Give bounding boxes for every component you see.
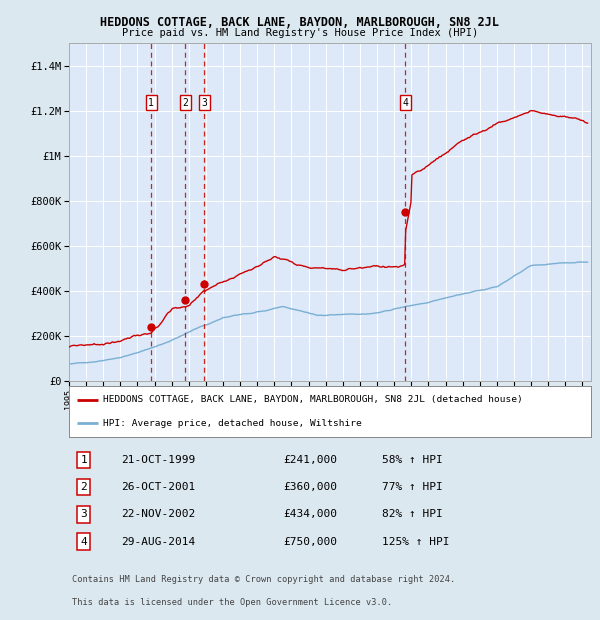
Text: 2: 2 [80,482,87,492]
Text: 2: 2 [182,97,188,107]
Text: £360,000: £360,000 [283,482,337,492]
Text: £750,000: £750,000 [283,536,337,547]
Text: 3: 3 [80,510,87,520]
Text: 21-OCT-1999: 21-OCT-1999 [121,455,196,465]
Text: 77% ↑ HPI: 77% ↑ HPI [382,482,443,492]
Text: 125% ↑ HPI: 125% ↑ HPI [382,536,450,547]
Text: 4: 4 [80,536,87,547]
Text: Contains HM Land Registry data © Crown copyright and database right 2024.: Contains HM Land Registry data © Crown c… [71,575,455,584]
Text: HPI: Average price, detached house, Wiltshire: HPI: Average price, detached house, Wilt… [103,419,362,428]
Text: 1: 1 [80,455,87,465]
Text: 4: 4 [403,97,409,107]
Text: 1: 1 [148,97,154,107]
Text: Price paid vs. HM Land Registry's House Price Index (HPI): Price paid vs. HM Land Registry's House … [122,28,478,38]
Text: £434,000: £434,000 [283,510,337,520]
Text: HEDDONS COTTAGE, BACK LANE, BAYDON, MARLBOROUGH, SN8 2JL (detached house): HEDDONS COTTAGE, BACK LANE, BAYDON, MARL… [103,396,523,404]
Text: HEDDONS COTTAGE, BACK LANE, BAYDON, MARLBOROUGH, SN8 2JL: HEDDONS COTTAGE, BACK LANE, BAYDON, MARL… [101,16,499,29]
Text: This data is licensed under the Open Government Licence v3.0.: This data is licensed under the Open Gov… [71,598,392,607]
Text: £241,000: £241,000 [283,455,337,465]
Text: 29-AUG-2014: 29-AUG-2014 [121,536,196,547]
Text: 22-NOV-2002: 22-NOV-2002 [121,510,196,520]
Text: 26-OCT-2001: 26-OCT-2001 [121,482,196,492]
Text: 82% ↑ HPI: 82% ↑ HPI [382,510,443,520]
Text: 58% ↑ HPI: 58% ↑ HPI [382,455,443,465]
Text: 3: 3 [201,97,207,107]
